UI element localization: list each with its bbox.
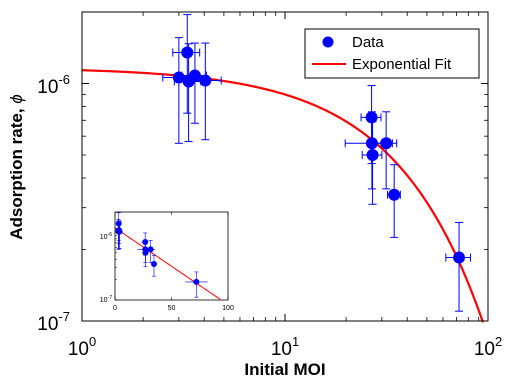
data-marker [199,74,212,87]
legend-marker-data [322,36,334,48]
data-marker [188,69,201,82]
y-axis-title: Adsorption rate, ϕ [7,94,26,239]
x-tick-label-1: 101 [271,334,299,360]
inset-x-tick-label-2: 100 [222,305,234,312]
data-marker [181,46,194,59]
data-point-3 [181,42,207,124]
inset-tick-layer [114,212,229,301]
legend-label-fit: Exponential Fit [352,56,452,73]
legend: Data Exponential Fit [304,28,480,79]
data-point-9 [387,164,401,238]
legend-box [304,28,480,79]
inset-data-marker [116,228,123,235]
x-axis-title: Initial MOI [244,360,325,379]
inset-fit-curve [114,227,221,300]
data-point-7 [361,121,383,205]
fit-layer [81,69,484,323]
y-tick-label-1: 10-6 [37,72,70,98]
inset-x-tick-label-0: 0 [113,305,117,312]
x-tick-label-0: 100 [68,334,96,360]
inset-y-tick-label-1: 10-6 [100,232,112,241]
inset-y-tick-label-0: 10-7 [100,295,112,304]
inset-fit-layer [114,227,221,300]
inset-data-marker [147,246,154,253]
inset-data-point-4 [116,220,123,249]
inset-data-layer [115,212,208,298]
data-marker [388,188,401,201]
tick-layer [81,11,489,322]
y-tick-label-0: 10-7 [37,309,70,335]
fit-curve [81,69,484,323]
inset-data-point-9 [150,255,157,277]
data-point-1 [172,14,201,114]
x-tick-label-2: 102 [474,334,502,360]
data-marker [380,137,393,150]
inset-plot-area [115,212,228,300]
data-marker [365,137,378,150]
inset-data-point-10 [185,271,208,298]
inset-data-marker [150,261,157,268]
data-marker [366,148,379,161]
inset-chart: 0 50 100 10-7 10-6 [100,211,234,312]
data-point-10 [445,221,472,312]
inset-data-point-7 [142,242,149,268]
data-point-8 [373,111,398,190]
data-layer [162,14,472,312]
legend-label-data: Data [352,34,384,51]
inset-data-marker [193,278,200,285]
data-point-4 [185,42,222,141]
inset-data-marker [142,249,149,256]
inset-x-tick-label-1: 50 [168,305,176,312]
data-marker [453,251,466,264]
inset-data-point-8 [146,240,156,263]
